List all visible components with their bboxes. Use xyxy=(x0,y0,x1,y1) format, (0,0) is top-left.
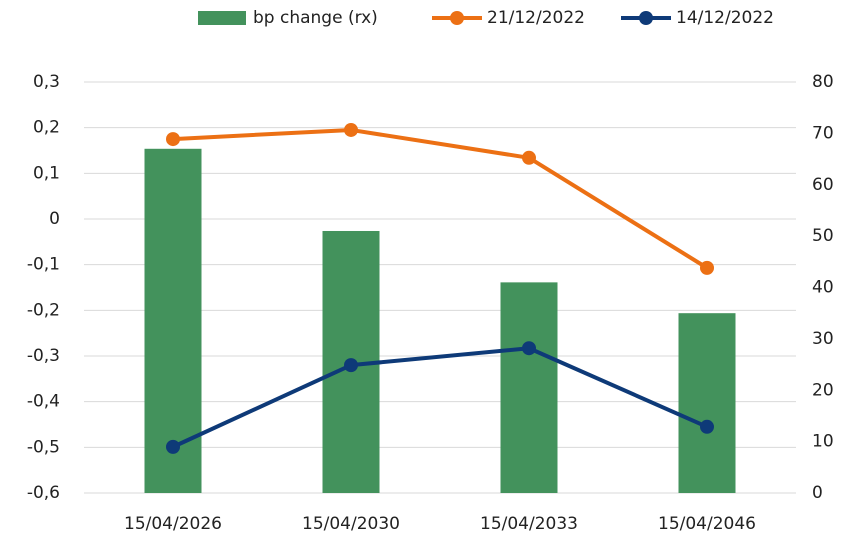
y-tick-label: -0,1 xyxy=(27,255,60,275)
line-marker xyxy=(344,358,358,373)
x-tick-label: 15/04/2046 xyxy=(658,514,756,534)
line xyxy=(172,346,708,449)
y2-tick-label: 70 xyxy=(812,123,834,143)
line-marker xyxy=(700,419,714,434)
legend-label: 21/12/2022 xyxy=(487,8,585,28)
y2-tick-label: 80 xyxy=(812,72,834,92)
legend-swatch xyxy=(198,11,246,25)
line-marker xyxy=(166,132,180,147)
line-marker xyxy=(344,122,358,137)
bar xyxy=(678,313,736,493)
line-marker xyxy=(522,341,536,356)
y2-tick-label: 20 xyxy=(812,380,834,400)
y-tick-label: -0,5 xyxy=(27,437,60,457)
y-tick-label: -0,4 xyxy=(27,392,60,412)
y2-tick-label: 40 xyxy=(812,278,834,298)
x-tick-label: 15/04/2033 xyxy=(480,514,578,534)
line-marker xyxy=(700,260,714,275)
y-tick-label: -0,2 xyxy=(27,300,60,320)
y-tick-label: 0,1 xyxy=(33,163,60,183)
y2-tick-label: 0 xyxy=(812,483,823,503)
bar xyxy=(500,282,558,493)
y-tick-label: -0,6 xyxy=(27,483,60,503)
y2-tick-label: 30 xyxy=(812,329,834,349)
y-tick-label: 0,3 xyxy=(33,72,60,92)
legend-swatch-marker xyxy=(639,11,653,25)
line-marker xyxy=(522,150,536,165)
line xyxy=(172,127,709,270)
y-tick-label: 0,2 xyxy=(33,118,60,138)
bar xyxy=(144,148,202,493)
y2-tick-label: 50 xyxy=(812,226,834,246)
y-tick-label: 0 xyxy=(49,209,60,229)
y2-tick-label: 60 xyxy=(812,175,834,195)
legend-swatch-marker xyxy=(450,11,464,25)
y2-tick-label: 10 xyxy=(812,432,834,452)
legend-label: 14/12/2022 xyxy=(676,8,774,28)
legend-label: bp change (rx) xyxy=(253,8,378,28)
y-tick-label: -0,3 xyxy=(27,346,60,366)
x-tick-label: 15/04/2026 xyxy=(124,514,222,534)
x-tick-label: 15/04/2030 xyxy=(302,514,400,534)
line-marker xyxy=(166,439,180,454)
